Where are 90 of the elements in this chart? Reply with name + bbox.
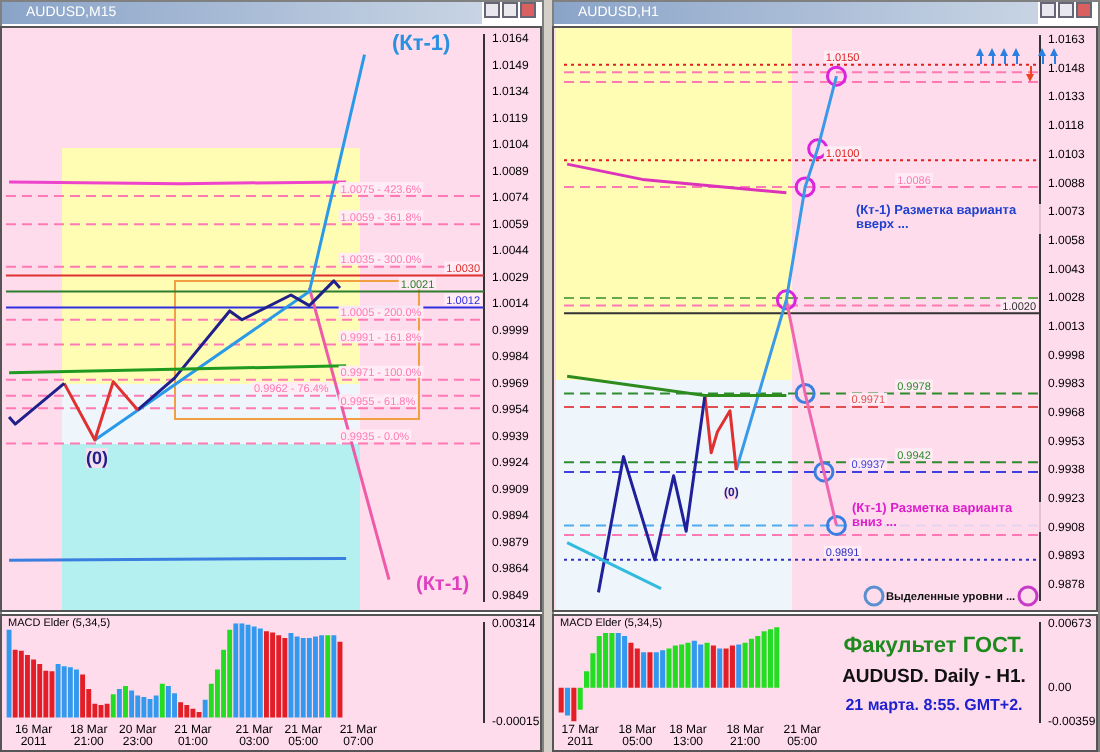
bar <box>43 670 49 718</box>
bar <box>172 693 177 718</box>
bar <box>767 629 773 688</box>
point <box>825 514 847 536</box>
bar <box>603 633 609 688</box>
bar <box>37 664 43 718</box>
bar <box>227 629 233 718</box>
text: Факультет ГОСТ. <box>841 632 1027 662</box>
bar <box>748 638 754 688</box>
annotation: 21 марта. 8:55. GMT+2. <box>843 694 1025 718</box>
bar <box>159 683 165 718</box>
bar <box>736 644 742 688</box>
bar <box>245 624 251 718</box>
bar <box>239 623 245 718</box>
bar <box>12 649 18 718</box>
bar <box>679 644 685 688</box>
bar <box>184 704 190 718</box>
bar <box>202 699 208 718</box>
bar <box>641 652 647 688</box>
bar <box>564 687 571 716</box>
bar <box>6 629 12 718</box>
bar <box>233 623 239 718</box>
point <box>813 461 835 483</box>
bar <box>666 648 672 688</box>
bar <box>141 697 147 718</box>
bar <box>660 650 666 688</box>
bar <box>628 642 634 688</box>
point <box>794 383 816 405</box>
bar <box>31 659 37 718</box>
text: AUDUSD. Daily - H1. <box>840 664 1028 692</box>
bar <box>276 635 282 718</box>
bar <box>774 627 780 688</box>
bar <box>647 652 653 688</box>
bar <box>691 640 697 688</box>
bar <box>190 708 196 718</box>
bar <box>110 694 116 718</box>
bar <box>723 648 729 688</box>
bar <box>18 650 24 718</box>
bar <box>300 637 306 718</box>
bar <box>135 695 141 718</box>
bar <box>698 644 704 688</box>
point <box>794 176 816 198</box>
bar <box>313 636 318 718</box>
bar <box>577 687 583 710</box>
bar <box>325 635 331 718</box>
bar <box>653 652 659 688</box>
bar <box>257 628 263 718</box>
bar <box>672 645 678 688</box>
annotation: (0) <box>86 448 108 468</box>
bar <box>704 642 710 688</box>
bar <box>25 655 30 718</box>
annotation: (Кт-1) <box>416 574 470 596</box>
bar <box>80 674 86 718</box>
bar <box>294 636 300 718</box>
bar <box>634 648 640 688</box>
bar <box>306 637 312 718</box>
bar <box>264 631 269 718</box>
point <box>775 289 797 311</box>
point <box>807 138 829 160</box>
bar <box>729 645 735 688</box>
bar <box>282 637 288 718</box>
bar <box>319 635 325 718</box>
bar <box>331 635 337 718</box>
bar <box>558 687 564 713</box>
bar <box>571 687 577 722</box>
bar <box>67 667 73 718</box>
bar <box>615 633 621 688</box>
bar <box>178 702 184 718</box>
annotation: (Кт-1) <box>392 32 451 56</box>
bar <box>61 666 67 718</box>
bar <box>270 632 276 718</box>
bar <box>123 685 128 718</box>
point <box>825 65 847 87</box>
bar <box>761 631 767 688</box>
bar <box>153 695 159 718</box>
bar <box>596 635 602 688</box>
bar <box>55 664 61 718</box>
bar <box>742 642 748 688</box>
bar <box>717 648 723 688</box>
bar <box>251 626 257 718</box>
bar <box>116 688 122 718</box>
bar <box>129 690 135 718</box>
bar <box>755 635 761 688</box>
bar <box>609 633 615 688</box>
bar <box>165 685 171 718</box>
bar <box>74 669 79 718</box>
bar <box>104 703 110 718</box>
bar <box>685 642 691 688</box>
bar <box>710 645 716 688</box>
bar <box>622 635 628 688</box>
